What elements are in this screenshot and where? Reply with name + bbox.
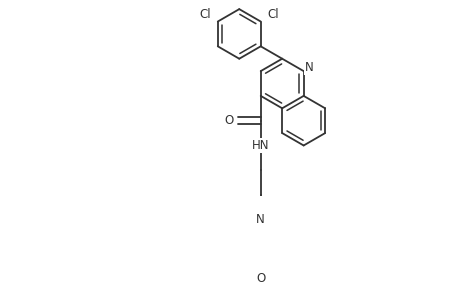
Text: O: O xyxy=(256,272,265,285)
Text: N: N xyxy=(256,213,264,226)
Text: O: O xyxy=(224,114,233,127)
Text: N: N xyxy=(304,61,313,74)
Text: HN: HN xyxy=(252,139,269,152)
Text: Cl: Cl xyxy=(199,8,211,21)
Text: Cl: Cl xyxy=(267,8,278,21)
